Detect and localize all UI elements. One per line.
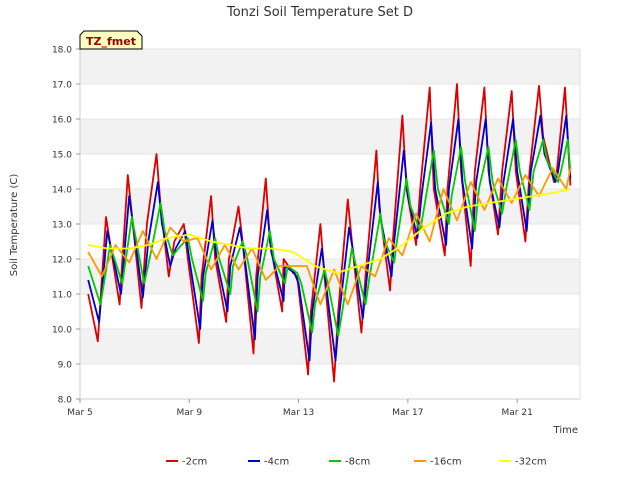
badge: TZ_fmet <box>79 30 143 50</box>
legend: -2cm -4cm -8cm -16cm -32cm <box>166 457 547 468</box>
x-tick-label: Mar 13 <box>283 408 314 418</box>
legend-label--4cm: -4cm <box>264 457 289 468</box>
series-line--32cm <box>88 188 571 274</box>
grid-band <box>80 49 580 84</box>
badge-label: TZ_fmet <box>86 35 136 48</box>
legend-label--2cm: -2cm <box>182 457 207 468</box>
series-line--8cm <box>87 139 572 337</box>
y-tick-label: 15.0 <box>52 151 72 161</box>
series-line--16cm <box>87 167 572 306</box>
series-layer <box>87 83 572 383</box>
grid-band <box>80 259 580 294</box>
grid-band <box>80 119 580 154</box>
y-tick-label: 18.0 <box>52 46 72 56</box>
x-tick-label: Mar 17 <box>392 408 423 418</box>
x-tick-label: Mar 21 <box>502 408 533 418</box>
legend-label--32cm: -32cm <box>515 457 547 468</box>
y-tick-label: 9.0 <box>58 361 73 371</box>
y-tick-label: 16.0 <box>52 116 72 126</box>
legend-label--16cm: -16cm <box>430 457 462 468</box>
x-tick-label: Mar 5 <box>67 408 93 418</box>
x-axis-label: Time <box>553 425 578 436</box>
y-tick-label: 8.0 <box>58 396 73 406</box>
y-tick-label: 17.0 <box>52 81 72 91</box>
chart-title: Tonzi Soil Temperature Set D <box>226 5 413 20</box>
x-tick-label: Mar 9 <box>177 408 203 418</box>
axes: 8.0 9.0 10.0 11.0 12.0 13.0 14.0 15.0 16.0 17.0 18… <box>52 46 581 418</box>
y-tick-label: 11.0 <box>52 291 72 301</box>
badge-box <box>79 30 143 50</box>
y-tick-label: 12.0 <box>52 256 72 266</box>
legend-label--8cm: -8cm <box>345 457 370 468</box>
y-tick-label: 14.0 <box>52 186 72 196</box>
y-axis-label: Soil Temperature (C) <box>9 174 20 277</box>
y-tick-label: 10.0 <box>52 326 72 336</box>
y-tick-label: 13.0 <box>52 221 72 231</box>
